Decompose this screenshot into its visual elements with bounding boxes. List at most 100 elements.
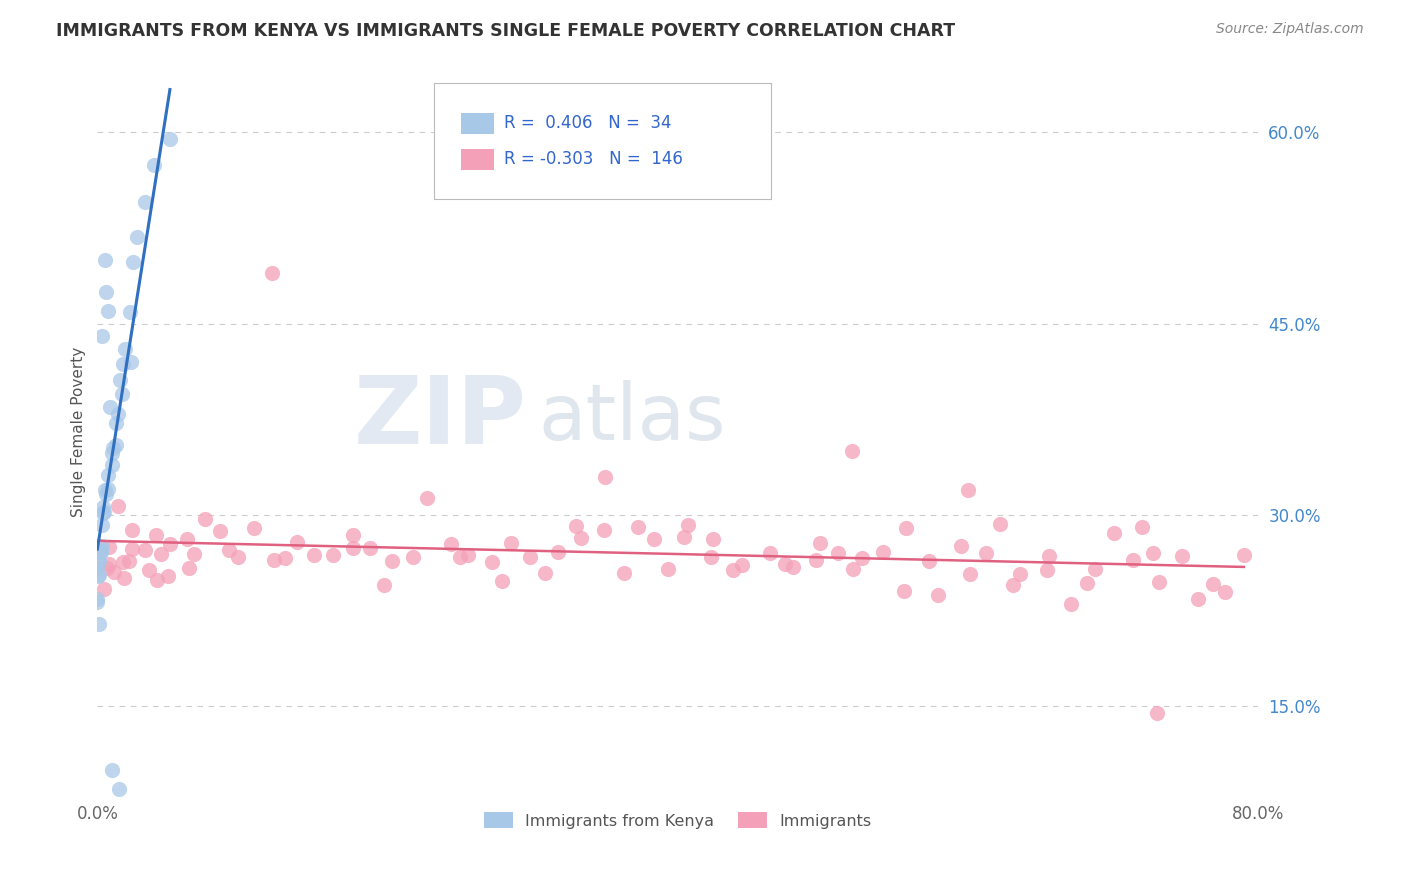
Text: Source: ZipAtlas.com: Source: ZipAtlas.com bbox=[1216, 22, 1364, 37]
Point bbox=[127, 229, 149, 244]
Point bbox=[1122, 553, 1144, 567]
Point bbox=[342, 541, 364, 556]
Point bbox=[108, 373, 131, 387]
FancyBboxPatch shape bbox=[434, 83, 770, 200]
Point bbox=[122, 255, 145, 269]
Point bbox=[112, 357, 135, 371]
Point bbox=[226, 549, 249, 564]
Point bbox=[121, 523, 143, 537]
Point bbox=[90, 544, 112, 558]
Point bbox=[1146, 706, 1168, 720]
Point bbox=[569, 531, 592, 545]
Point bbox=[950, 539, 973, 553]
Point bbox=[851, 551, 873, 566]
Point bbox=[841, 444, 863, 458]
Point bbox=[103, 565, 125, 579]
Point bbox=[86, 592, 108, 607]
Point bbox=[1102, 526, 1125, 541]
Point bbox=[107, 407, 129, 421]
Point bbox=[627, 519, 650, 533]
Point bbox=[91, 500, 114, 514]
Point bbox=[342, 528, 364, 542]
Point bbox=[1036, 563, 1059, 577]
Point bbox=[917, 554, 939, 568]
Point bbox=[481, 556, 503, 570]
Point bbox=[676, 517, 699, 532]
Point bbox=[1130, 519, 1153, 533]
Point bbox=[105, 438, 128, 452]
Point bbox=[98, 558, 121, 572]
Point bbox=[97, 482, 120, 496]
Point bbox=[974, 546, 997, 560]
FancyBboxPatch shape bbox=[461, 112, 495, 134]
Point bbox=[699, 550, 721, 565]
Point bbox=[593, 523, 616, 537]
Point bbox=[775, 558, 797, 572]
Point bbox=[499, 536, 522, 550]
Point bbox=[643, 532, 665, 546]
Point bbox=[134, 543, 156, 558]
Point bbox=[565, 519, 588, 533]
Point bbox=[1142, 546, 1164, 560]
Point bbox=[149, 547, 172, 561]
Point bbox=[90, 329, 112, 343]
Point bbox=[373, 578, 395, 592]
Point bbox=[94, 487, 117, 501]
Point bbox=[519, 549, 541, 564]
Point bbox=[118, 554, 141, 568]
Point bbox=[93, 505, 115, 519]
Point bbox=[927, 588, 949, 602]
Point bbox=[96, 561, 118, 575]
Point bbox=[457, 549, 479, 563]
Point bbox=[194, 511, 217, 525]
Point bbox=[893, 583, 915, 598]
Point bbox=[120, 355, 142, 369]
Point bbox=[702, 532, 724, 546]
Point bbox=[1233, 548, 1256, 562]
Point bbox=[959, 566, 981, 581]
Point bbox=[156, 569, 179, 583]
Point bbox=[118, 304, 141, 318]
Point bbox=[547, 544, 569, 558]
Point bbox=[806, 553, 828, 567]
Point bbox=[91, 506, 114, 520]
Point bbox=[176, 533, 198, 547]
Point bbox=[491, 574, 513, 589]
Point bbox=[208, 524, 231, 538]
Point bbox=[613, 566, 636, 581]
Point bbox=[449, 549, 471, 564]
Point bbox=[439, 537, 461, 551]
Text: IMMIGRANTS FROM KENYA VS IMMIGRANTS SINGLE FEMALE POVERTY CORRELATION CHART: IMMIGRANTS FROM KENYA VS IMMIGRANTS SING… bbox=[56, 22, 955, 40]
Point bbox=[101, 763, 124, 777]
Point bbox=[731, 558, 754, 572]
Point bbox=[105, 416, 128, 430]
Point bbox=[1010, 567, 1032, 582]
Point bbox=[827, 546, 849, 560]
Point bbox=[114, 342, 136, 356]
Point bbox=[101, 441, 124, 455]
Point bbox=[872, 545, 894, 559]
Point bbox=[263, 553, 285, 567]
Point bbox=[94, 285, 117, 299]
Point bbox=[285, 535, 308, 549]
Point bbox=[957, 483, 980, 497]
Point bbox=[87, 554, 110, 568]
Point bbox=[988, 517, 1011, 532]
Point bbox=[359, 541, 381, 555]
Point bbox=[91, 518, 114, 533]
Point bbox=[218, 543, 240, 558]
Point bbox=[401, 549, 423, 564]
Point bbox=[87, 616, 110, 631]
Point bbox=[894, 521, 917, 535]
Point bbox=[143, 158, 166, 172]
Point bbox=[93, 252, 115, 267]
Point bbox=[1202, 577, 1225, 591]
Point bbox=[159, 132, 181, 146]
Point bbox=[1084, 562, 1107, 576]
Point bbox=[112, 571, 135, 585]
Point bbox=[90, 545, 112, 559]
Point bbox=[108, 782, 131, 797]
Point bbox=[121, 541, 143, 556]
Point bbox=[96, 304, 118, 318]
Point bbox=[302, 548, 325, 562]
